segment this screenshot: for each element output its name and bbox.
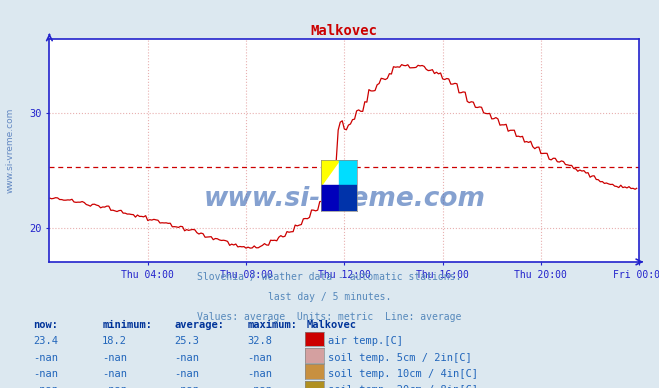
Text: www.si-vreme.com: www.si-vreme.com bbox=[204, 186, 485, 213]
Text: www.si-vreme.com: www.si-vreme.com bbox=[5, 107, 14, 193]
Text: 18.2: 18.2 bbox=[102, 336, 127, 346]
Text: soil temp. 5cm / 2in[C]: soil temp. 5cm / 2in[C] bbox=[328, 353, 472, 363]
Text: average:: average: bbox=[175, 320, 225, 330]
Text: last day / 5 minutes.: last day / 5 minutes. bbox=[268, 292, 391, 302]
Text: 32.8: 32.8 bbox=[247, 336, 272, 346]
Polygon shape bbox=[321, 185, 339, 211]
Title: Malkovec: Malkovec bbox=[311, 24, 378, 38]
Text: 25.3: 25.3 bbox=[175, 336, 200, 346]
Text: soil temp. 10cm / 4in[C]: soil temp. 10cm / 4in[C] bbox=[328, 369, 478, 379]
Text: air temp.[C]: air temp.[C] bbox=[328, 336, 403, 346]
Text: -nan: -nan bbox=[102, 369, 127, 379]
Text: soil temp. 20cm / 8in[C]: soil temp. 20cm / 8in[C] bbox=[328, 385, 478, 388]
Text: Values: average  Units: metric  Line: average: Values: average Units: metric Line: aver… bbox=[197, 312, 462, 322]
Text: -nan: -nan bbox=[247, 353, 272, 363]
Text: -nan: -nan bbox=[175, 385, 200, 388]
Text: Slovenia / weather data - automatic stations.: Slovenia / weather data - automatic stat… bbox=[197, 272, 462, 282]
Text: -nan: -nan bbox=[33, 369, 58, 379]
Polygon shape bbox=[339, 160, 357, 185]
Polygon shape bbox=[339, 185, 357, 211]
Text: -nan: -nan bbox=[102, 385, 127, 388]
Text: -nan: -nan bbox=[247, 385, 272, 388]
Text: -nan: -nan bbox=[175, 353, 200, 363]
Text: -nan: -nan bbox=[102, 353, 127, 363]
Text: Malkovec: Malkovec bbox=[306, 320, 357, 330]
Text: now:: now: bbox=[33, 320, 58, 330]
Text: -nan: -nan bbox=[33, 353, 58, 363]
Text: -nan: -nan bbox=[247, 369, 272, 379]
Polygon shape bbox=[321, 160, 339, 185]
Text: -nan: -nan bbox=[175, 369, 200, 379]
Text: maximum:: maximum: bbox=[247, 320, 297, 330]
Text: -nan: -nan bbox=[33, 385, 58, 388]
Text: 23.4: 23.4 bbox=[33, 336, 58, 346]
Text: minimum:: minimum: bbox=[102, 320, 152, 330]
